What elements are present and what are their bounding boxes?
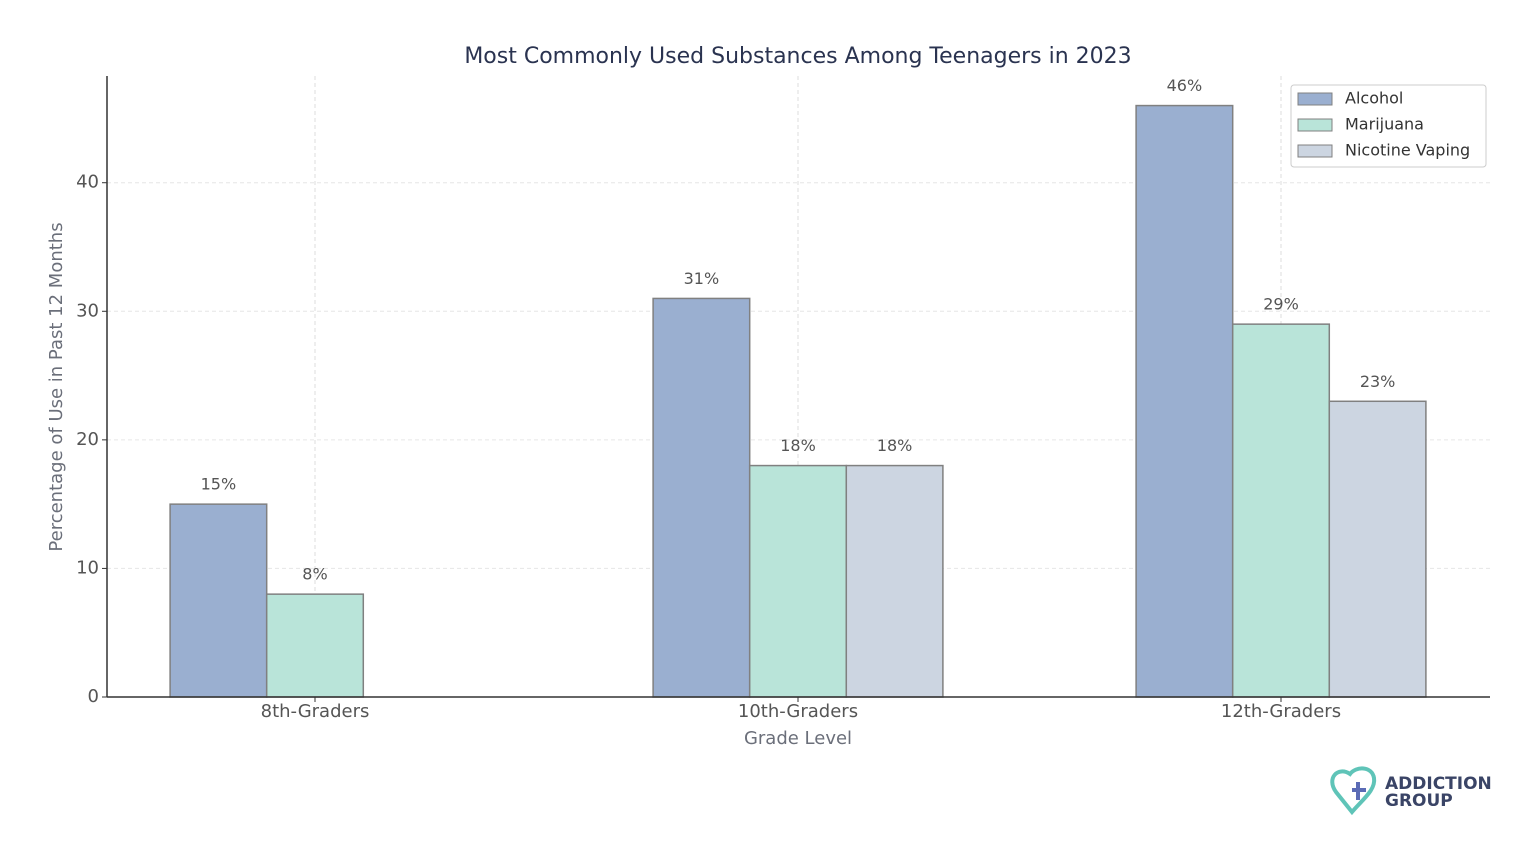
legend-label: Alcohol: [1345, 89, 1403, 108]
legend-swatch: [1297, 92, 1333, 106]
logo: ADDICTION GROUP: [1330, 766, 1492, 816]
y-tick-label: 0: [88, 686, 99, 707]
legend-box: [1290, 84, 1487, 168]
x-axis-label: Grade Level: [744, 728, 852, 749]
chart-title: Most Commonly Used Substances Among Teen…: [464, 44, 1131, 69]
logo-text: GROUP: [1385, 791, 1453, 811]
logo-icon: [1352, 782, 1366, 800]
y-tick-label: 20: [76, 429, 99, 450]
bar: [1231, 323, 1331, 698]
value-label: 18%: [877, 436, 913, 455]
y-tick-label: 30: [76, 300, 99, 321]
logo-text: ADDICTION: [1385, 774, 1492, 794]
legend-label: Marijuana: [1345, 115, 1424, 134]
bar: [169, 503, 268, 698]
legend-swatch: [1297, 118, 1333, 132]
y-axis-label: Percentage of Use in Past 12 Months: [46, 222, 67, 551]
x-tick-label: 8th-Graders: [261, 701, 370, 722]
y-tick-label: 40: [76, 172, 99, 193]
bar: [265, 593, 365, 698]
x-tick-label: 12th-Graders: [1221, 701, 1341, 722]
value-label: 29%: [1263, 295, 1299, 314]
bar: [1328, 400, 1427, 698]
bar: [1135, 104, 1234, 698]
bar: [652, 297, 751, 698]
value-label: 31%: [684, 269, 720, 288]
x-tick-label: 10th-Graders: [738, 701, 858, 722]
logo-icon: [1330, 766, 1377, 816]
value-label: 18%: [780, 436, 816, 455]
y-tick-label: 10: [76, 557, 99, 578]
value-label: 15%: [201, 475, 237, 494]
bar: [748, 464, 848, 698]
value-label: 46%: [1167, 76, 1203, 95]
value-label: 8%: [302, 565, 327, 584]
value-label: 23%: [1360, 372, 1396, 391]
bar: [845, 464, 944, 698]
legend-label: Nicotine Vaping: [1345, 141, 1470, 160]
legend-swatch: [1297, 144, 1333, 158]
